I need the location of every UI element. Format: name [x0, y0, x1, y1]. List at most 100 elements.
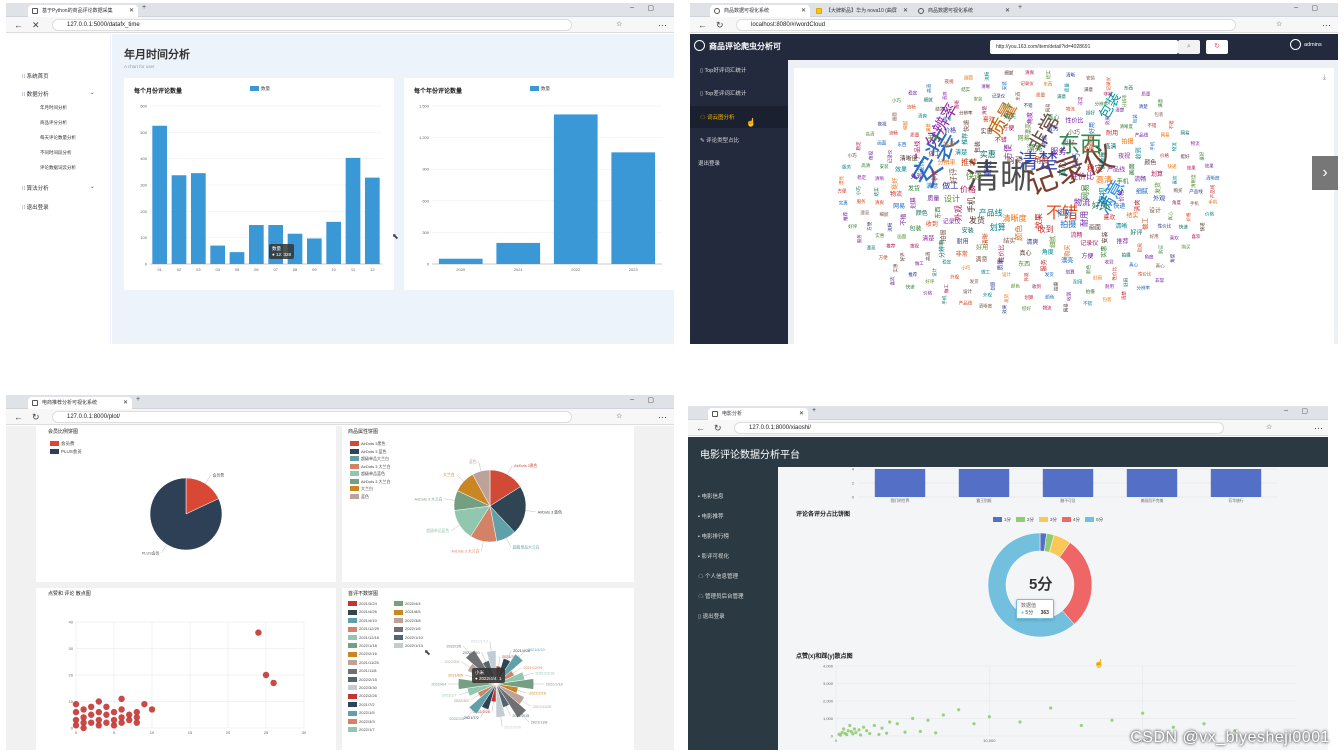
new-tab-icon[interactable]: + — [1018, 4, 1023, 11]
legend-item[interactable]: 2022/1/18 — [348, 643, 377, 649]
browser-tab[interactable]: 基于Python的商品评论数据采集 ✕ — [28, 5, 138, 17]
sidebar-item-daily[interactable]: 每天评论数量分析 — [40, 135, 76, 140]
menu-item-movie-info[interactable]: ▪ 电影信息 — [698, 494, 724, 500]
legend-item[interactable]: 2021/12/29 — [348, 626, 379, 632]
user-icon[interactable] — [1290, 39, 1301, 50]
url-field[interactable]: localhost:8080/#/wordCloud — [736, 19, 1236, 31]
chart-legend[interactable]: AirDots 3黑色 AirDots 3 蓝色 超级单品大兰白 AirDots 3 … — [350, 440, 391, 500]
legend-item[interactable]: 4分 — [1062, 517, 1080, 523]
next-arrow-button[interactable]: › — [1312, 156, 1338, 190]
maximize-icon[interactable]: ▢ — [1311, 5, 1318, 12]
back-icon[interactable]: ← — [696, 423, 705, 433]
back-icon[interactable]: ← — [698, 20, 707, 30]
favorites-icon[interactable]: ☆ — [616, 413, 623, 420]
legend-item[interactable]: 1分 — [993, 517, 1011, 523]
menu-item-top-positive[interactable]: ▯ Top好评词汇统计 — [700, 68, 747, 74]
menu-item-review-viz[interactable]: ▪ 影评可视化 — [698, 554, 729, 560]
close-tab-icon[interactable]: ✕ — [902, 8, 908, 14]
legend-item[interactable]: 蓝色 — [350, 493, 391, 501]
close-tab-icon[interactable]: ✕ — [1004, 8, 1010, 14]
close-tab-icon[interactable]: ✕ — [122, 400, 128, 406]
back-icon[interactable]: ← — [14, 412, 23, 422]
legend-item[interactable]: 2021/11/8 — [348, 668, 377, 674]
menu-item-recommend[interactable]: ▪ 电影推荐 — [698, 514, 724, 520]
legend-item[interactable]: 3分 — [1039, 517, 1057, 523]
sidebar-item-algorithm[interactable]: ⁞⁞ 算法分析 ⌄ — [22, 184, 95, 192]
legend-item[interactable]: AirDots 3 大兰白 — [350, 463, 391, 471]
legend-item[interactable]: 2022/2/16 — [348, 651, 377, 657]
legend-item[interactable]: 2021/4/10 — [348, 618, 377, 624]
legend-item[interactable]: 2022/1/5 — [348, 710, 375, 716]
legend-item[interactable]: 2022/1/7 — [348, 727, 375, 733]
legend-item[interactable]: 超级单品蓝色 — [350, 470, 391, 478]
menu-item-ranking[interactable]: ▪ 电影排行榜 — [698, 534, 729, 540]
refresh-icon[interactable]: ↻ — [716, 20, 724, 30]
menu-item-comment-ratio[interactable]: ✎ 评论类型占比 — [700, 138, 740, 144]
legend-item[interactable]: 2022/4/4 — [394, 601, 421, 607]
browser-tab[interactable]: 电影分析 ✕ — [708, 408, 808, 420]
chart-legend[interactable]: 2021/3/24 2021/4/26 2021/4/10 2021/12/29 202… — [348, 601, 438, 750]
browser-tab-active[interactable]: 商品数据可视化系统 ✕ — [710, 5, 810, 17]
menu-icon[interactable]: ⋯ — [658, 412, 667, 422]
donut-legend[interactable]: 1分 2分 3分 4分 5分 — [993, 517, 1108, 523]
url-input[interactable]: http://you.163.com/item/detail?id=402869… — [990, 40, 1178, 54]
minimize-icon[interactable]: – — [1284, 407, 1288, 414]
legend-item[interactable]: 2022/1/10 — [394, 635, 423, 641]
legend-item[interactable]: 2021/11/25 — [348, 660, 379, 666]
favorites-icon[interactable]: ☆ — [1276, 21, 1283, 28]
browser-tab[interactable]: 电商推荐分析可视化系统 ✕ — [28, 397, 132, 409]
chart-legend[interactable]: 会员费 PLUS会员 — [50, 440, 82, 456]
close-tab-icon[interactable]: ✕ — [798, 411, 804, 417]
stop-icon[interactable]: ✕ — [32, 20, 40, 30]
menu-item-profile[interactable]: ☁ 个人信息管理 — [698, 574, 739, 580]
browser-tab[interactable]: 【大牌新品】华为 nova10 (曲屏 ✕ — [812, 5, 912, 17]
legend-item[interactable]: 2021/3/24 — [348, 601, 377, 607]
legend-item[interactable]: AirDots 3 蓝色 — [350, 448, 391, 456]
sidebar-item-period[interactable]: 不同时间段分析 — [40, 150, 72, 155]
legend-item[interactable]: AirDots 3 大兰白 — [350, 478, 391, 486]
legend-item[interactable]: 2022/2/26 — [348, 693, 377, 699]
sidebar-item-wordcloud[interactable]: 评论数据词云分析 — [40, 165, 76, 170]
maximize-icon[interactable]: ▢ — [647, 5, 654, 12]
minimize-icon[interactable]: – — [630, 4, 634, 11]
sidebar-item-logout[interactable]: ⁞⁞ 退出登录 — [22, 205, 49, 211]
legend-item[interactable]: 2022/2/15 — [348, 677, 377, 683]
legend-item[interactable]: 5分 — [1085, 517, 1103, 523]
sidebar-item-year-month[interactable]: 年月时间分析 — [40, 105, 67, 110]
legend-item[interactable]: 2022/1/6 — [394, 626, 421, 632]
url-field[interactable]: 127.0.0.1:5000/datafx_time — [52, 19, 572, 31]
favorites-icon[interactable]: ☆ — [616, 21, 623, 28]
sidebar-item-home[interactable]: ⁞⁞ 系统首页 — [22, 74, 49, 80]
legend-item[interactable]: 2021/8/5 — [394, 609, 421, 615]
minimize-icon[interactable]: – — [1294, 4, 1298, 11]
favorites-icon[interactable]: ☆ — [1266, 424, 1273, 431]
refresh-icon[interactable]: ↻ — [32, 412, 40, 422]
user-name[interactable]: admins — [1304, 42, 1322, 48]
legend-item[interactable]: 超级单品大兰白 — [350, 455, 391, 463]
search-button[interactable]: ⌕ — [1178, 40, 1200, 54]
legend-item[interactable]: 2022/1/13 — [394, 643, 423, 649]
back-icon[interactable]: ← — [14, 20, 23, 30]
legend-item[interactable]: 2分 — [1016, 517, 1034, 523]
sidebar-item-data-analysis[interactable]: ⁞⁞ 数据分析 ⌄ — [22, 90, 95, 98]
new-tab-icon[interactable]: + — [136, 396, 141, 403]
legend-item[interactable]: 2022/3/8 — [394, 618, 421, 624]
menu-icon[interactable]: ⋯ — [658, 20, 667, 30]
legend-item[interactable]: 2021/7/2 — [348, 702, 375, 708]
download-icon[interactable]: ⤓ — [1322, 74, 1326, 81]
menu-item-admin[interactable]: ☁ 管理员后台管理 — [698, 594, 744, 600]
refresh-button[interactable]: ↻ — [1206, 40, 1228, 54]
sidebar-item-rating[interactable]: 商品评分分析 — [40, 120, 67, 125]
legend-item[interactable]: 2022/3/30 — [348, 685, 377, 691]
legend-item[interactable]: 2022/3/3 — [348, 719, 375, 725]
new-tab-icon[interactable]: + — [812, 407, 817, 414]
legend-item[interactable]: AirDots 3黑色 — [350, 440, 391, 448]
legend-item[interactable]: 大兰白 — [350, 485, 391, 493]
url-field[interactable]: 127.0.0.1:8000/plot/ — [52, 411, 572, 423]
minimize-icon[interactable]: – — [630, 396, 634, 403]
menu-icon[interactable]: ⋯ — [1322, 20, 1331, 30]
close-tab-icon[interactable]: ✕ — [128, 8, 134, 14]
url-field[interactable]: 127.0.0.1:8000/xiaoshi/ — [734, 422, 1224, 434]
menu-item-logout[interactable]: ▯ 退出登录 — [698, 614, 725, 620]
menu-item-wordcloud[interactable]: ☁ 词云图分析 — [700, 115, 735, 121]
